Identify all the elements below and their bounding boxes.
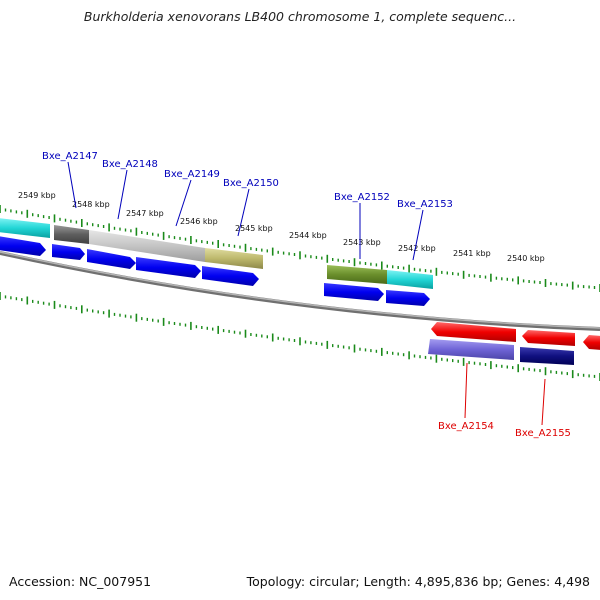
scale-ticks-top (0, 205, 600, 292)
gene-feature[interactable] (89, 230, 205, 262)
cds-arrow-reverse[interactable] (431, 322, 516, 342)
scale-label: 2545 kbp (235, 224, 273, 233)
genome-backbone (0, 251, 600, 331)
gene-feature[interactable] (205, 248, 263, 269)
accession-label: Accession: NC_007951 (9, 574, 152, 589)
leader-line (117, 169, 128, 220)
gene-feature[interactable] (327, 265, 387, 284)
label-leaders (67, 161, 546, 426)
topology-label: Topology: circular; Length: 4,895,836 bp… (246, 574, 590, 589)
scale-label: 2549 kbp (18, 191, 56, 200)
backbone-highlight (0, 251, 600, 329)
cds-arrow-reverse[interactable] (583, 335, 600, 350)
cds-arrow[interactable] (136, 257, 201, 278)
gene-feature[interactable] (0, 218, 50, 238)
scale-ticks-bottom (0, 292, 600, 381)
scale-label: 2547 kbp (126, 209, 164, 218)
scale-label: 2542 kbp (398, 244, 436, 253)
gene-feature[interactable] (387, 270, 433, 289)
leader-line (412, 209, 424, 261)
gene-label[interactable]: Bxe_A2150 (223, 178, 279, 189)
scale-label: 2540 kbp (507, 254, 545, 263)
scale-label: 2544 kbp (289, 231, 327, 240)
gene-label[interactable]: Bxe_A2149 (164, 169, 220, 180)
cds-arrow[interactable] (324, 283, 384, 301)
gene-feature[interactable] (428, 339, 514, 360)
leader-line (175, 179, 192, 227)
gene-feature[interactable] (520, 347, 574, 365)
gene-label[interactable]: Bxe_A2152 (334, 192, 390, 203)
cds-arrow[interactable] (386, 290, 430, 306)
cds-arrow[interactable] (202, 266, 259, 286)
leader-line (464, 362, 468, 419)
leader-line (237, 188, 250, 237)
gene-features-forward (0, 218, 433, 289)
gene-features-reverse (428, 322, 600, 365)
scale-label: 2541 kbp (453, 249, 491, 258)
scale-label: 2548 kbp (72, 200, 110, 209)
cds-arrow-reverse[interactable] (522, 330, 575, 346)
leader-line (541, 378, 546, 426)
cds-features-forward (0, 236, 430, 306)
scale-label: 2546 kbp (180, 217, 218, 226)
cds-arrow[interactable] (0, 236, 46, 256)
cds-arrow[interactable] (52, 244, 85, 260)
gene-label[interactable]: Bxe_A2154 (438, 421, 494, 432)
scale-label: 2543 kbp (343, 238, 381, 247)
cds-arrow[interactable] (87, 249, 136, 269)
map-title: Burkholderia xenovorans LB400 chromosome… (83, 9, 517, 24)
gene-label[interactable]: Bxe_A2153 (397, 199, 453, 210)
gene-label[interactable]: Bxe_A2147 (42, 151, 98, 162)
gene-label[interactable]: Bxe_A2148 (102, 159, 158, 170)
gene-label[interactable]: Bxe_A2155 (515, 428, 571, 439)
leader-line (67, 161, 77, 209)
gene-feature[interactable] (54, 225, 89, 244)
